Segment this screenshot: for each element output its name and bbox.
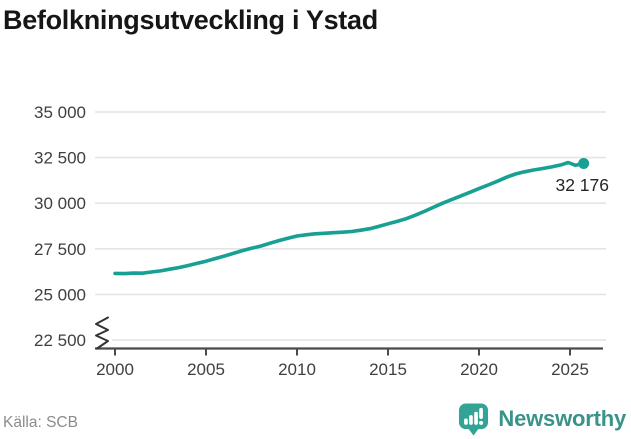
newsworthy-wordmark: Newsworthy	[498, 406, 626, 431]
x-tick-label: 2025	[551, 360, 589, 379]
last-value-label: 32 176	[555, 175, 609, 195]
newsworthy-branding: Newsworthy	[458, 402, 626, 436]
x-tick-label: 2020	[460, 360, 498, 379]
source-label: Källa: SCB	[3, 414, 78, 431]
y-tick-label: 27 500	[34, 240, 86, 259]
y-tick-label: 25 000	[34, 285, 86, 304]
population-line	[113, 160, 586, 276]
y-tick-label: 30 000	[34, 194, 86, 213]
x-tick-label: 2015	[369, 360, 407, 379]
axis-break-squiggle-icon	[95, 316, 109, 350]
y-tick-label: 22 500	[34, 331, 86, 350]
page-title: Befolkningsutveckling i Ystad	[3, 5, 378, 35]
x-tick-label: 2005	[187, 360, 225, 379]
x-tick-label: 2010	[278, 360, 316, 379]
last-point-marker	[578, 158, 590, 170]
y-tick-label: 35 000	[34, 103, 86, 122]
x-tick-label: 2000	[96, 360, 134, 379]
newsworthy-chart-bubble-icon	[459, 403, 489, 436]
y-tick-label: 32 500	[34, 149, 86, 168]
